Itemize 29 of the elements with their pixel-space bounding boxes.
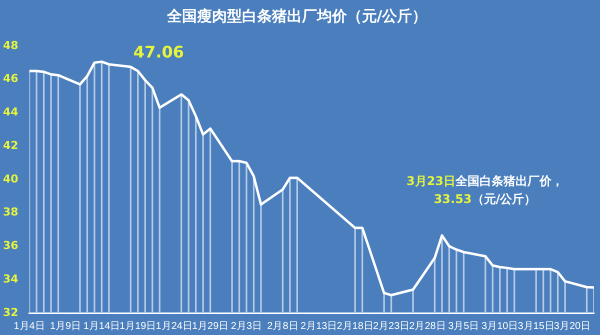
x-tick-label: 1月14日 [83, 320, 120, 332]
y-tick-label: 40 [2, 172, 19, 186]
y-tick-label: 38 [2, 206, 18, 219]
x-tick-label: 1月9日 [50, 320, 82, 332]
x-tick-label: 2月23日 [372, 320, 410, 332]
y-tick-label: 32 [2, 306, 18, 319]
y-tick-label: 34 [2, 272, 19, 286]
y-tick-label: 36 [2, 239, 19, 252]
x-tick-label: 1月4日 [14, 320, 45, 332]
x-tick-label: 3月20日 [554, 320, 591, 332]
y-tick-label: 42 [2, 138, 18, 152]
annotation: 33.53（元/公斤） [434, 192, 536, 206]
x-tick-label: 2月28日 [409, 320, 446, 332]
chart-title: 全国瘦肉型白条猪出厂均价（元/公斤） [166, 6, 428, 25]
x-tick-label: 1月19日 [120, 320, 156, 332]
y-tick-label: 46 [2, 72, 19, 86]
x-tick-label: 2月18日 [336, 320, 374, 332]
x-tick-label: 1月29日 [192, 320, 229, 332]
x-tick-label: 1月24日 [156, 320, 192, 332]
annotation: 47.06 [133, 42, 184, 62]
x-tick-label: 3月5日 [448, 320, 480, 332]
x-tick-label: 3月10日 [482, 320, 518, 332]
y-tick-label: 44 [2, 106, 19, 119]
annotation: 3月23日全国白条猪出厂价， [406, 174, 564, 188]
y-tick-label: 48 [2, 38, 18, 52]
x-tick-label: 3月15日 [518, 320, 554, 332]
x-tick-label: 2月13日 [300, 320, 338, 332]
x-tick-label: 2月8日 [267, 320, 298, 332]
x-tick-label: 2月3日 [230, 320, 262, 332]
